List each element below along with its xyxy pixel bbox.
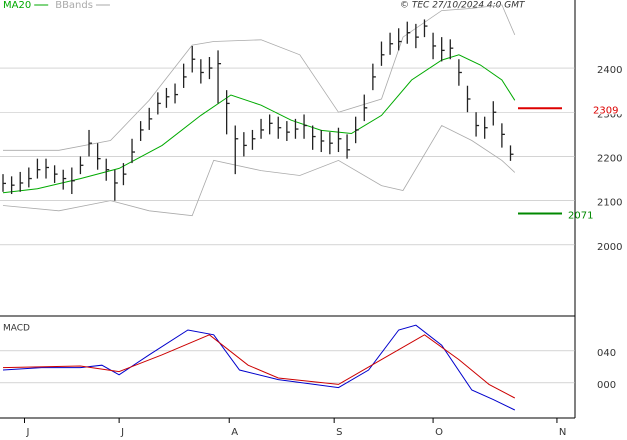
- y-tick-label: 2400: [597, 65, 622, 76]
- macd-line: [2, 324, 516, 411]
- x-tick-label: S: [336, 427, 342, 438]
- panel-title: MACD: [3, 324, 30, 334]
- x-tick-label: A: [231, 427, 238, 438]
- label-mask: [591, 102, 623, 115]
- upper-band: [3, 4, 516, 151]
- credit: © TEC 27/10/2024 4:0 GMT: [400, 1, 526, 11]
- y-tick-label: 2300: [597, 109, 622, 120]
- y-tick-label: 2200: [597, 153, 622, 164]
- lower-band: [2, 124, 516, 217]
- level-label: 2071: [568, 210, 593, 221]
- macd-line: [2, 334, 516, 399]
- legend-label: BBands: [55, 0, 93, 11]
- y-tick-label: 2100: [597, 198, 622, 209]
- x-tick-label: N: [559, 427, 566, 438]
- legend-label: MA20: [3, 0, 31, 11]
- x-tick-label: O: [435, 427, 443, 438]
- y-tick-label: 2000: [597, 242, 622, 253]
- level-label: 2309: [593, 105, 618, 116]
- y-tick-label: 000: [597, 380, 616, 391]
- y-tick-label: 040: [597, 348, 616, 359]
- x-tick-label: J: [120, 427, 124, 438]
- x-tick-label: J: [26, 427, 30, 438]
